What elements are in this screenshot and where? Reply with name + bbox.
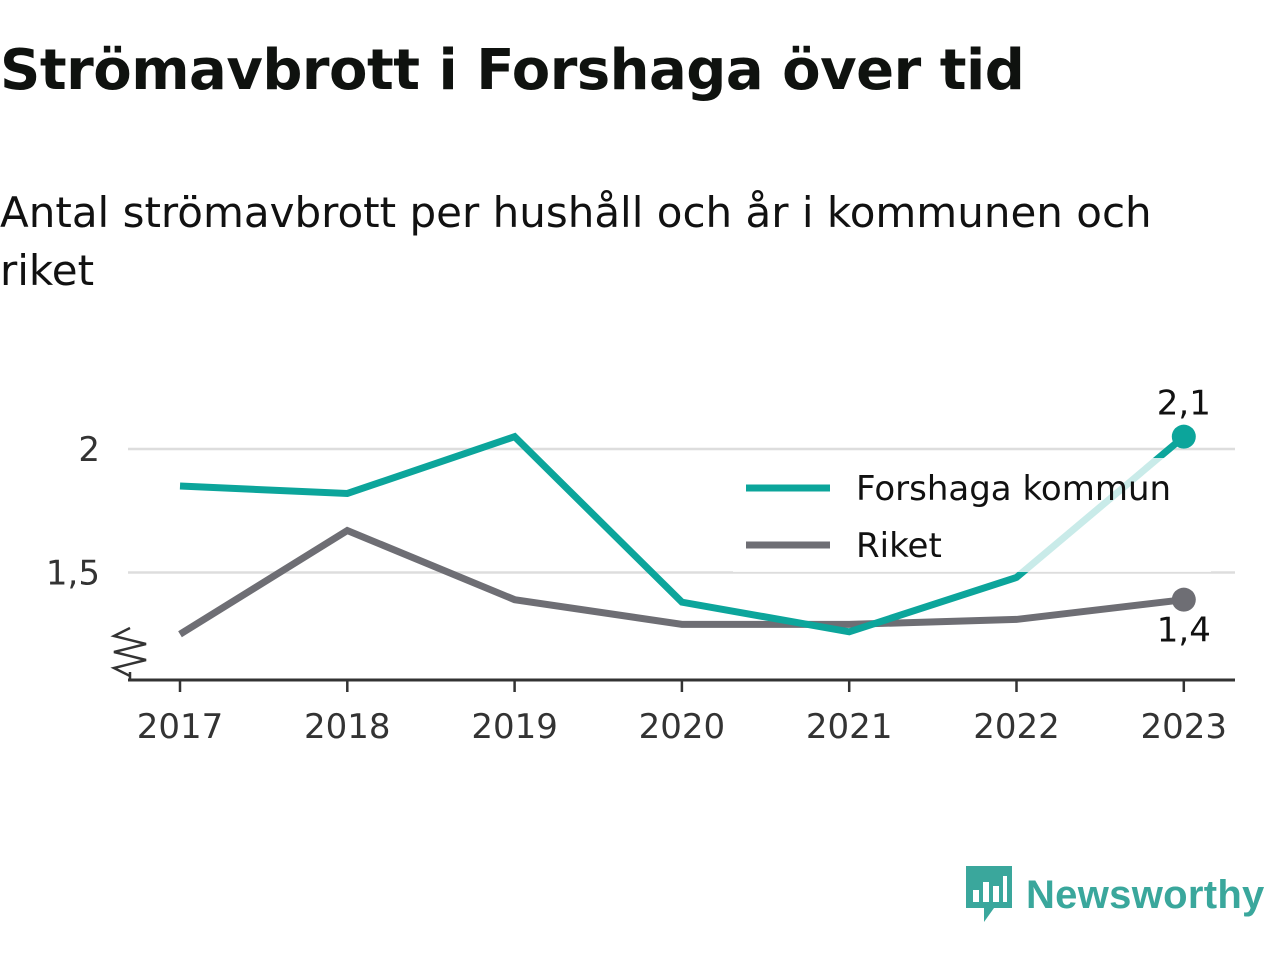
y-tick-label: 1,5 <box>46 554 100 594</box>
x-tick-label: 2020 <box>639 707 726 747</box>
axis-break-symbol <box>110 626 147 678</box>
x-axis: 2017 2018 2019 2020 2021 2022 2023 <box>110 626 1235 747</box>
x-tick-label: 2023 <box>1141 707 1228 747</box>
series-end-label: 2,1 <box>1157 384 1211 424</box>
newsworthy-logo-icon <box>966 866 1012 922</box>
legend-label: Forshaga kommun <box>856 469 1171 509</box>
series-lines <box>178 432 1187 638</box>
gridlines: 1,52 <box>46 430 1235 594</box>
brand-name: Newsworthy <box>1026 872 1265 917</box>
newsworthy-brand: Newsworthy <box>964 864 1265 926</box>
legend-background <box>733 458 1211 572</box>
x-tick-label: 2022 <box>973 707 1060 747</box>
chart-title: Strömavbrott i Forshaga över tid <box>0 38 1025 103</box>
line-chart: 1,52 2017 2018 2019 2020 2021 2022 2023 Forsha… <box>46 384 1235 747</box>
chart-subtitle: Antal strömavbrott per hushåll och år i … <box>0 188 1152 295</box>
series-end-label: 1,4 <box>1157 611 1211 651</box>
series-line <box>179 432 1187 636</box>
x-tick-label: 2017 <box>137 707 224 747</box>
value-labels: 2,1 1,4 <box>1157 384 1211 651</box>
x-tick-label: 2019 <box>471 707 558 747</box>
series-line <box>178 526 1185 638</box>
x-tick-label: 2021 <box>806 707 893 747</box>
x-tick-label: 2018 <box>304 707 391 747</box>
legend: Forshaga kommun Riket <box>733 458 1211 572</box>
series-end-marker <box>1171 587 1196 612</box>
series-end-marker <box>1171 424 1196 449</box>
y-tick-label: 2 <box>78 430 100 470</box>
legend-label: Riket <box>856 526 942 566</box>
